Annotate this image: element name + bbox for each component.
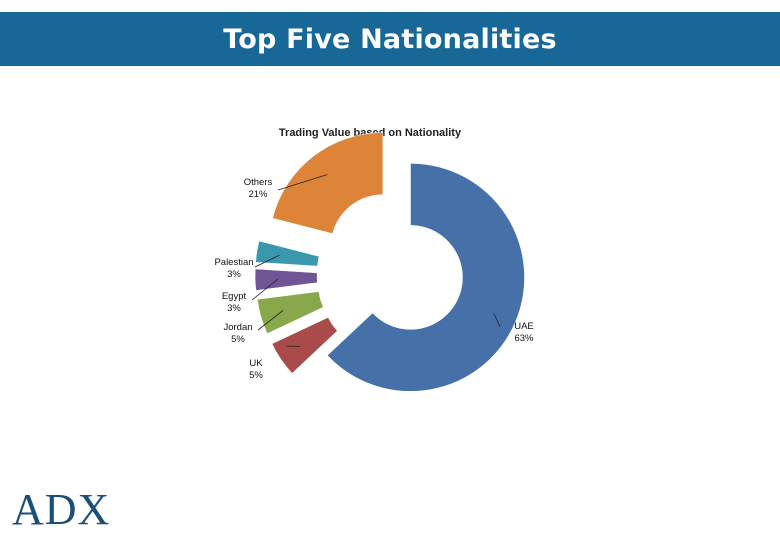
slice-jordan — [257, 291, 324, 334]
adx-logo: ADX — [12, 485, 111, 534]
slice-label-egypt: Egypt 3% — [221, 291, 247, 314]
slice-label-others: Others 21% — [243, 177, 273, 200]
slice-label-uae: UAE 63% — [514, 321, 534, 344]
header-bar: Top Five Nationalities — [0, 12, 780, 66]
slice-label-jordan: Jordan 5% — [223, 322, 253, 345]
slice-uk — [271, 317, 338, 374]
leader-line-palestian — [254, 254, 280, 268]
slice-palestian — [255, 240, 320, 267]
page-title: Top Five Nationalities — [223, 23, 557, 55]
leader-line-others — [277, 174, 328, 191]
slice-label-uk: UK 5% — [249, 358, 263, 381]
slice-label-palestian: Palestian 3% — [214, 257, 254, 280]
leader-line-egypt — [251, 278, 279, 301]
slice-egypt — [254, 268, 318, 291]
slice-others — [272, 132, 384, 234]
slice-uae — [327, 163, 525, 392]
leader-line-uae — [493, 313, 501, 328]
leader-line-jordan — [257, 310, 284, 331]
